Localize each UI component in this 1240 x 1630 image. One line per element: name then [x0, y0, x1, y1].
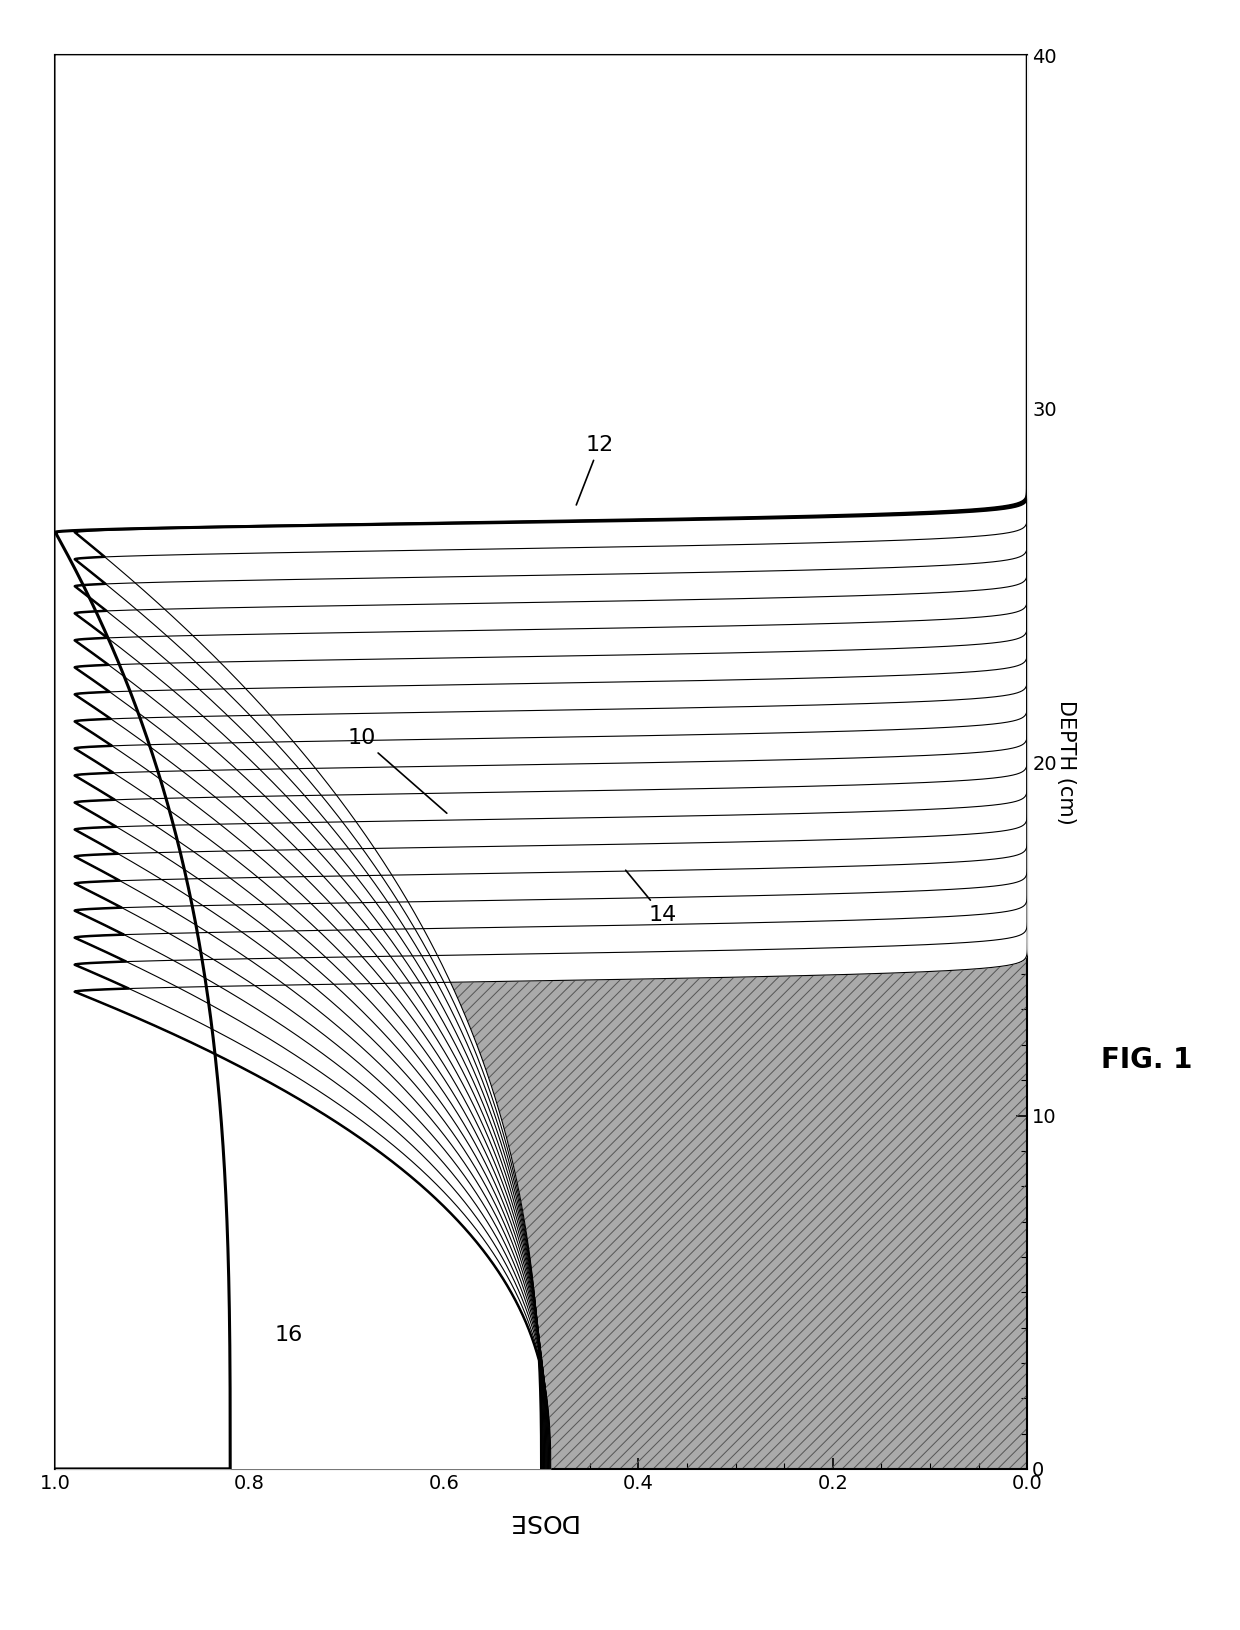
- Text: FIG. 1: FIG. 1: [1101, 1045, 1193, 1074]
- Text: 16: 16: [274, 1325, 303, 1345]
- Text: 14: 14: [626, 870, 677, 926]
- Text: 12: 12: [577, 435, 614, 505]
- Text: 10: 10: [347, 729, 446, 813]
- X-axis label: DOSE: DOSE: [506, 1509, 577, 1534]
- Y-axis label: DEPTH (cm): DEPTH (cm): [1056, 699, 1076, 825]
